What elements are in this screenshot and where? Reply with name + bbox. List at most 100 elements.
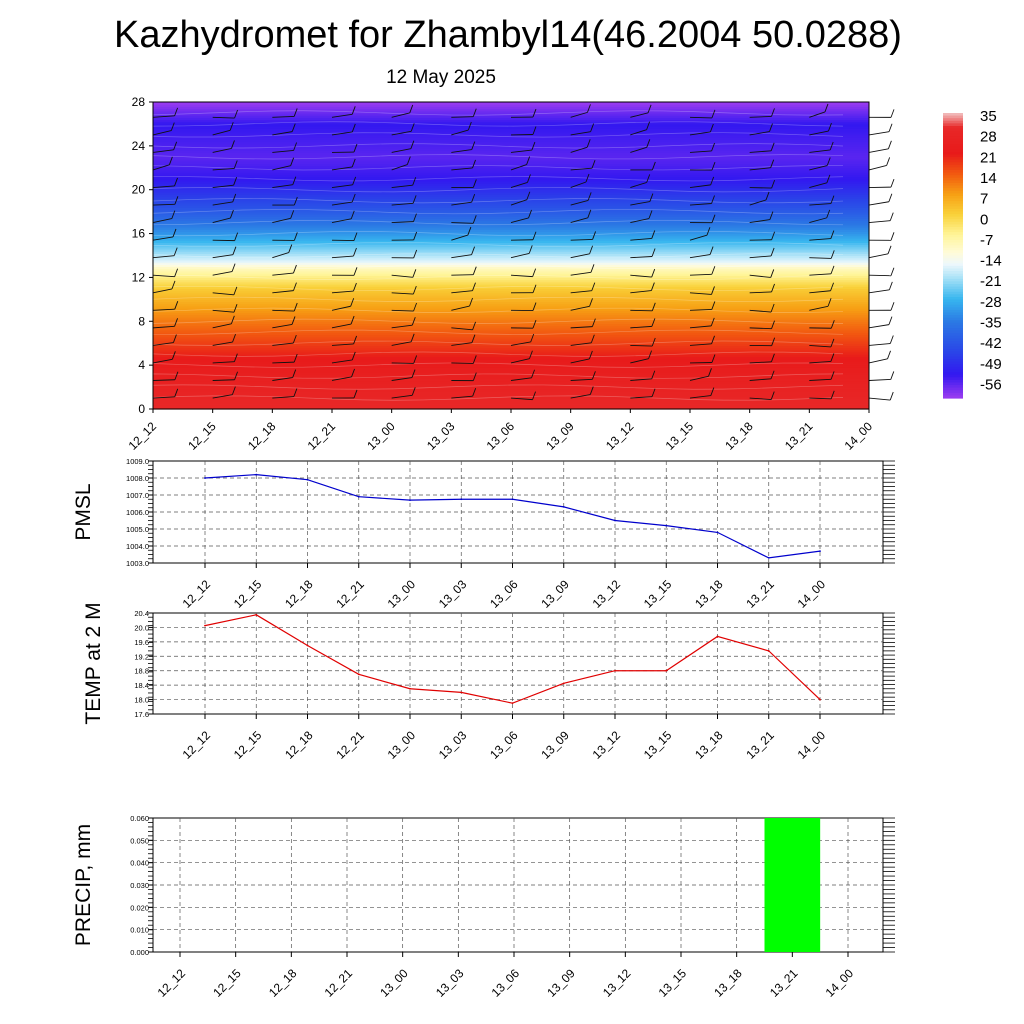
- wind-barb: [212, 201, 233, 206]
- y-axis-label: PRECIP, mm: [72, 824, 95, 946]
- heat-band: [153, 358, 869, 362]
- data-point: [357, 495, 360, 498]
- wind-barb-flag: [472, 372, 477, 381]
- x-tick-label: 13_06: [484, 419, 518, 453]
- contour-line: [152, 351, 844, 357]
- wind-barb-flag: [711, 142, 716, 152]
- wind-barb-flag: [290, 210, 295, 219]
- heat-band: [153, 389, 869, 393]
- heat-band: [153, 189, 869, 193]
- heat-band: [153, 382, 869, 386]
- wind-barb: [689, 308, 712, 311]
- wind-barb: [630, 378, 652, 381]
- heat-band: [153, 154, 869, 158]
- data-point: [511, 498, 514, 501]
- colorbar-segment: [943, 237, 963, 241]
- colorbar-segment: [943, 157, 963, 161]
- heat-band: [153, 187, 869, 191]
- colorbar-segment: [943, 271, 963, 275]
- y-tick-label: 0.000: [130, 948, 149, 957]
- wind-barb: [391, 112, 410, 118]
- y-tick-label: 18.0: [134, 696, 149, 705]
- wind-barb: [630, 181, 647, 188]
- heat-band: [153, 264, 869, 268]
- wind-barb-flag: [472, 108, 477, 117]
- data-point: [716, 531, 719, 534]
- wind-barb: [212, 323, 232, 329]
- heat-band: [153, 224, 869, 228]
- wind-barb: [749, 291, 772, 294]
- wind-barb-flag: [651, 318, 656, 327]
- heat-band: [153, 294, 869, 298]
- wind-barb: [212, 292, 234, 296]
- data-point: [460, 691, 463, 694]
- wind-barb-flag: [651, 370, 656, 379]
- wind-barb-flag: [293, 282, 297, 291]
- heat-band: [153, 270, 869, 274]
- wind-barb: [570, 290, 592, 294]
- heat-band: [153, 292, 869, 296]
- heat-band: [153, 404, 869, 408]
- heat-band: [153, 310, 869, 314]
- wind-barb-flag: [231, 263, 236, 272]
- data-point: [204, 477, 206, 479]
- heat-band: [153, 207, 869, 211]
- wind-barb: [272, 377, 293, 381]
- chart-subtitle: 12 May 2025: [386, 67, 496, 88]
- wind-barb: [630, 256, 653, 259]
- colorbar-segment: [943, 284, 963, 288]
- heat-band: [153, 137, 869, 140]
- wind-barb: [272, 184, 293, 188]
- wind-barb-flag: [586, 139, 591, 148]
- heat-band: [153, 205, 869, 208]
- wind-barb-flag: [290, 157, 295, 166]
- wind-barb-flag: [528, 245, 533, 254]
- wind-barb: [809, 203, 831, 206]
- wind-barb-flag: [412, 285, 417, 295]
- wind-barb: [212, 361, 235, 364]
- x-tick-label: 13_03: [433, 966, 467, 1000]
- wind-barb-flag: [532, 126, 537, 135]
- wind-barb: [868, 131, 890, 136]
- colorbar-tick-label: -56: [980, 376, 1002, 393]
- x-tick-label: 12_12: [126, 419, 160, 453]
- wind-barb: [451, 222, 474, 224]
- heat-band: [153, 180, 869, 184]
- contour-line: [152, 252, 844, 259]
- wind-barb-flag: [591, 282, 596, 291]
- contour-line: [152, 198, 844, 204]
- data-point: [306, 644, 309, 647]
- colorbar-segment: [943, 379, 963, 384]
- contour-line: [152, 110, 844, 116]
- wind-barb-flag: [587, 209, 592, 218]
- wind-barb-flag: [172, 228, 177, 238]
- colorbar-segment: [943, 302, 963, 306]
- wind-barb-flag: [293, 196, 298, 206]
- heat-band: [153, 240, 869, 243]
- wind-barb: [570, 253, 590, 259]
- heat-band: [153, 123, 869, 127]
- data-point: [614, 669, 616, 672]
- x-tick-label: 14_00: [842, 419, 876, 453]
- wind-barb-flag: [589, 245, 594, 254]
- wind-barb-flag: [887, 245, 892, 254]
- x-tick-label: 13_15: [641, 577, 675, 611]
- wind-barb: [809, 397, 832, 400]
- heat-band: [153, 347, 869, 351]
- heat-band: [153, 112, 869, 116]
- wind-barb: [391, 394, 413, 399]
- wind-barb: [272, 323, 293, 329]
- wind-barb-flag: [351, 193, 356, 203]
- wind-barb: [212, 254, 233, 259]
- heat-band: [153, 376, 869, 379]
- heat-band: [153, 327, 869, 331]
- colorbar-segment: [943, 146, 963, 150]
- heat-band: [153, 134, 869, 138]
- wind-barb-flag: [830, 353, 835, 362]
- heat-band: [153, 213, 869, 217]
- x-tick-label: 13_12: [590, 577, 624, 611]
- wind-barb-flag: [293, 108, 298, 117]
- colorbar-segment: [943, 250, 963, 254]
- wind-barb-flag: [353, 282, 357, 292]
- heat-band: [153, 378, 869, 382]
